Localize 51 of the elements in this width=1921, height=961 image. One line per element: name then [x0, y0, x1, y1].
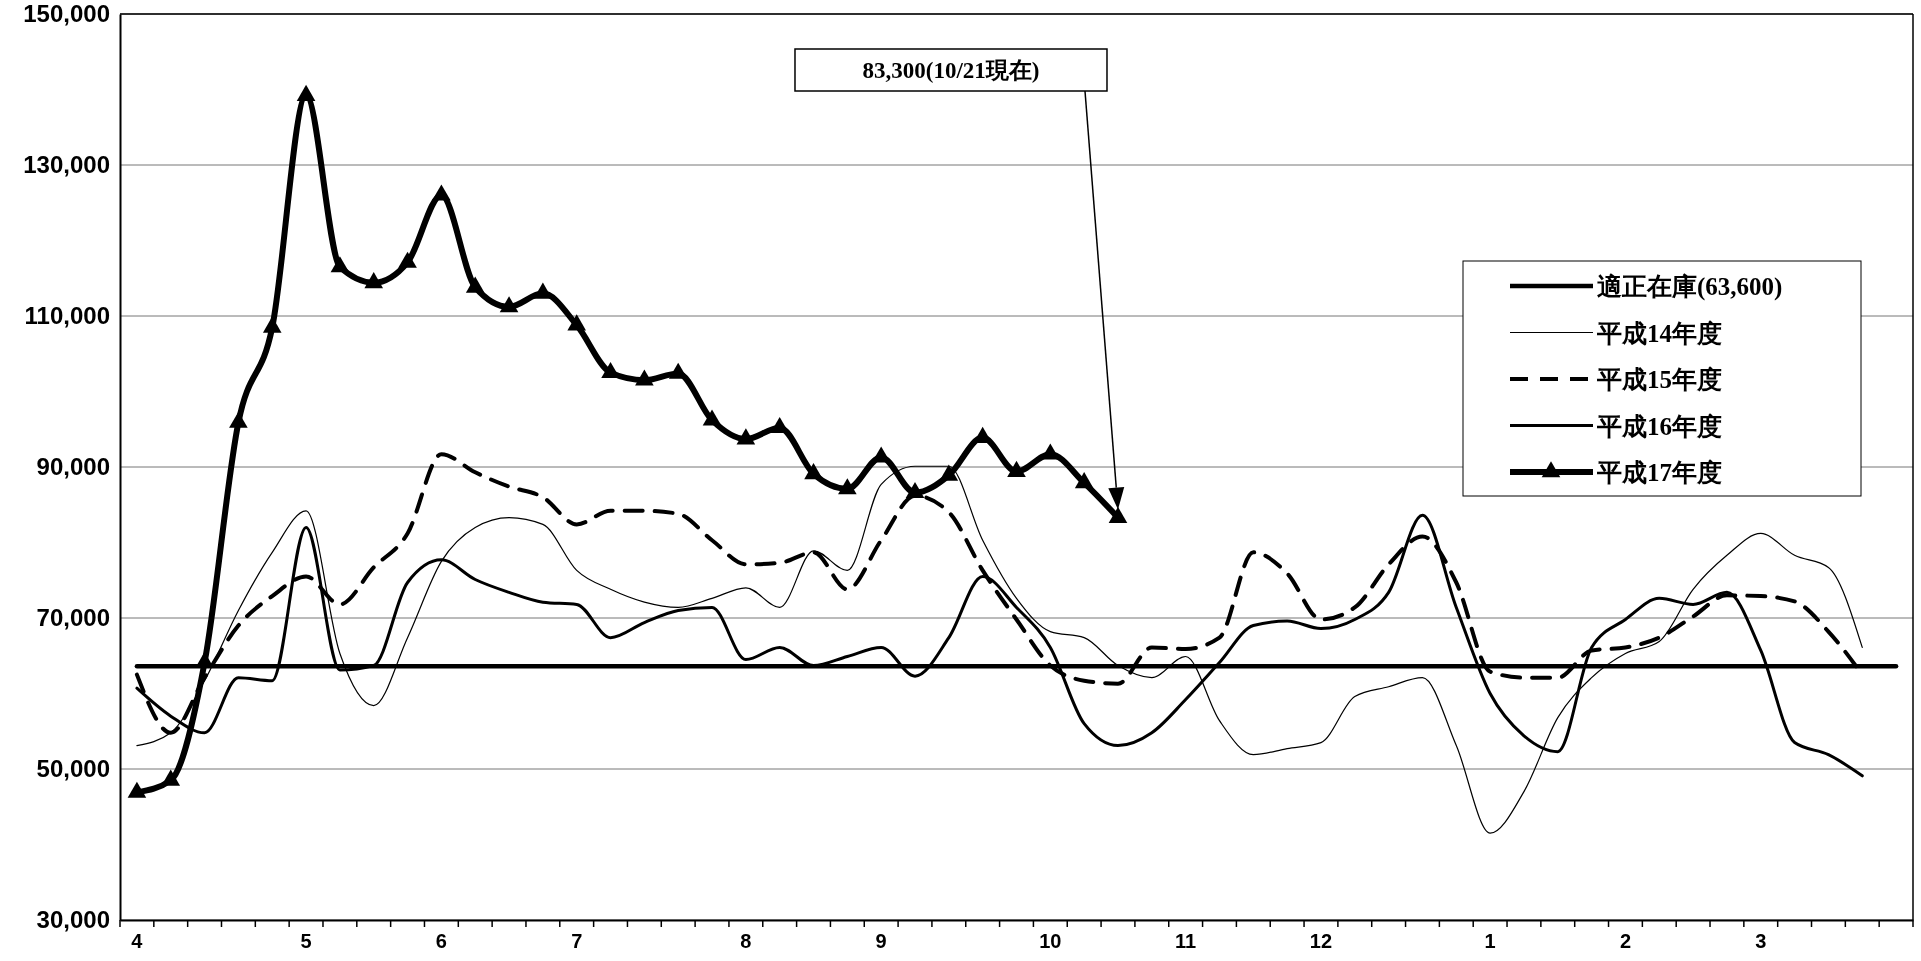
y-tick-label: 90,000	[36, 453, 110, 481]
x-tick-label: 3	[1755, 930, 1767, 953]
point	[702, 409, 722, 426]
x-tick-label: 8	[740, 930, 752, 953]
annotation: 83,300(10/21現在)	[862, 58, 1040, 83]
x-tick-label: 10	[1039, 930, 1062, 953]
point	[567, 314, 587, 331]
point	[668, 362, 688, 379]
x-tick-label: 7	[571, 930, 583, 953]
point	[736, 428, 756, 445]
legend-label: 平成15年度	[1596, 366, 1722, 393]
note-box: 83,300(10/21現在)	[794, 48, 1108, 92]
legend-label: 平成14年度	[1596, 319, 1722, 347]
point	[905, 481, 925, 499]
point	[398, 251, 417, 268]
x-tick-label: 5	[300, 930, 312, 953]
point	[939, 464, 959, 481]
point	[465, 276, 485, 293]
point	[1108, 506, 1128, 523]
x-tick-label: 9	[875, 930, 887, 953]
y-tick-label: 30,000	[36, 906, 110, 934]
x-tick-label: 6	[435, 930, 447, 953]
point	[296, 84, 316, 101]
point	[635, 369, 654, 386]
x-tick-label: 2	[1619, 930, 1632, 953]
point	[1074, 472, 1094, 489]
x-tick-label: 11	[1175, 930, 1197, 953]
point	[330, 256, 350, 273]
point	[161, 769, 181, 786]
y-tick-label: 110,000	[24, 302, 110, 330]
x-tick-label: 1	[1484, 930, 1496, 953]
legend-label: 平成17年度	[1596, 459, 1722, 486]
point	[229, 411, 248, 428]
y-tick-label: 70,000	[36, 604, 110, 632]
y-tick-label: 130,000	[23, 151, 110, 179]
legend-label: 適正在庫(63,600)	[1597, 273, 1783, 301]
point	[1041, 443, 1060, 460]
point	[838, 478, 857, 495]
point	[533, 282, 553, 299]
point	[1007, 460, 1026, 477]
y-tick-label: 150,000	[23, 0, 110, 28]
point	[804, 463, 823, 480]
legend-label: 平成16年度	[1596, 412, 1722, 440]
point	[364, 272, 384, 289]
x-tick-label: 12	[1309, 930, 1333, 953]
y-tick-label: 50,000	[36, 755, 110, 783]
point	[262, 316, 282, 333]
point	[432, 184, 451, 201]
x-tick-label: 4	[131, 930, 144, 953]
point	[127, 781, 147, 798]
point	[499, 296, 519, 313]
